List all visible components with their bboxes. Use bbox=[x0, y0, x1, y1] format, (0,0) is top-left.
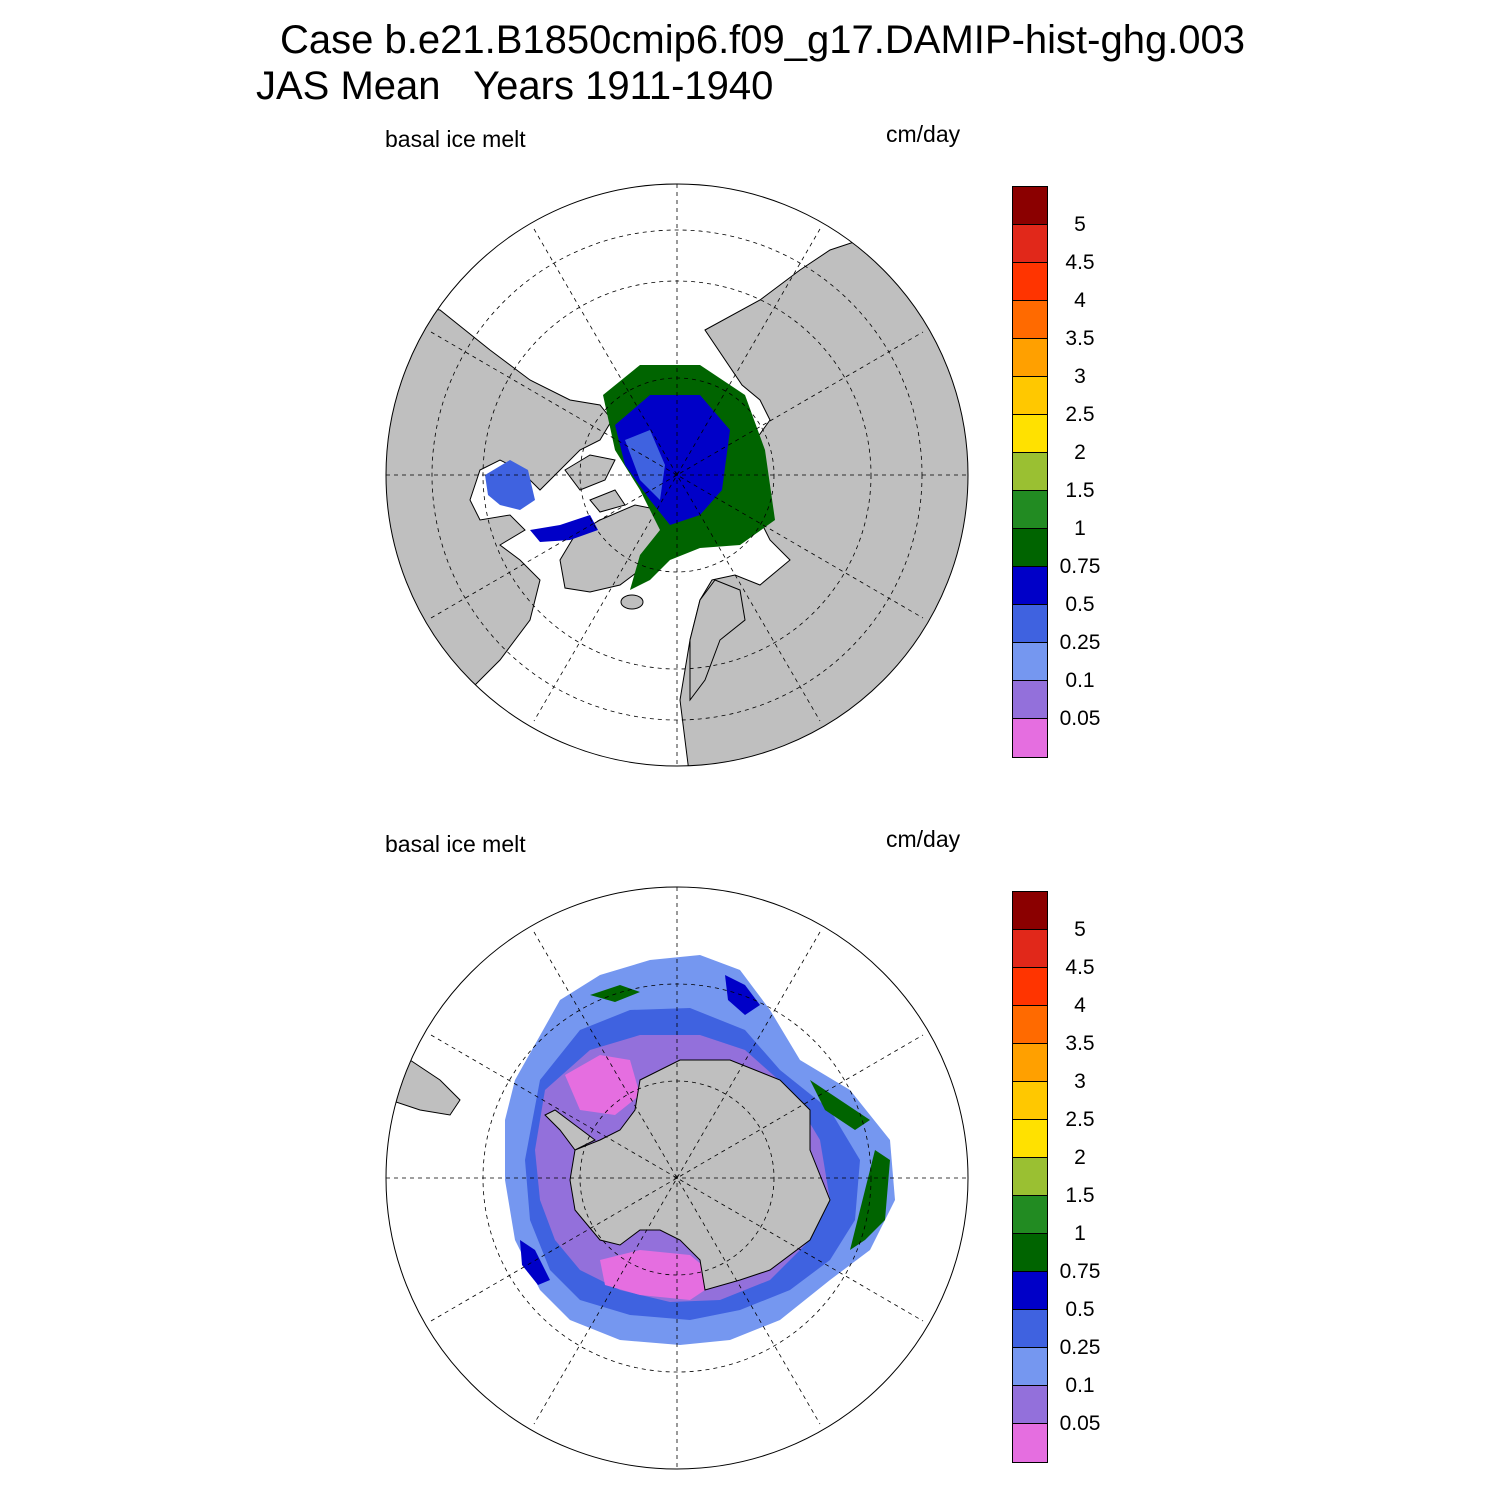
colorbar-tick-label: 1.5 bbox=[1065, 1184, 1095, 1207]
colorbar-tick-label: 2.5 bbox=[1065, 1108, 1095, 1131]
colorbar-bin bbox=[1013, 453, 1047, 491]
colorbar-tick-label: 0.75 bbox=[1059, 555, 1101, 578]
south-melt-dark-patch-2 bbox=[520, 1240, 550, 1285]
colorbar-bin bbox=[1013, 1006, 1047, 1044]
colorbar-tick-label: 2.5 bbox=[1065, 403, 1095, 426]
colorbar-tick-label: 1.5 bbox=[1065, 479, 1095, 502]
colorbar-bin bbox=[1013, 187, 1047, 225]
colorbar-bin bbox=[1013, 605, 1047, 643]
colorbar-bin bbox=[1013, 1082, 1047, 1120]
colorbar-tick-label: 3.5 bbox=[1065, 327, 1095, 350]
colorbar-tick-label: 0.05 bbox=[1059, 707, 1101, 730]
colorbar-bin bbox=[1013, 415, 1047, 453]
colorbar-bin bbox=[1013, 1272, 1047, 1310]
north-units-label: cm/day bbox=[886, 121, 961, 147]
south-colorbar bbox=[1012, 891, 1048, 1463]
colorbar-tick-label: 4.5 bbox=[1065, 956, 1095, 979]
colorbar-bin bbox=[1013, 377, 1047, 415]
colorbar-tick-label: 5 bbox=[1074, 918, 1086, 941]
baffin-bay-melt bbox=[530, 515, 598, 542]
colorbar-bin bbox=[1013, 892, 1047, 930]
colorbar-tick-label: 0.1 bbox=[1065, 669, 1095, 692]
colorbar-tick-label: 0.5 bbox=[1065, 593, 1095, 616]
colorbar-tick-label: 0.05 bbox=[1059, 1412, 1101, 1435]
colorbar-bin bbox=[1013, 1120, 1047, 1158]
colorbar-tick-label: 3 bbox=[1074, 365, 1086, 388]
colorbar-bin bbox=[1013, 643, 1047, 681]
colorbar-tick-label: 0.25 bbox=[1059, 631, 1101, 654]
colorbar-bin bbox=[1013, 567, 1047, 605]
colorbar-bin bbox=[1013, 1044, 1047, 1082]
north-colorbar bbox=[1012, 186, 1048, 758]
colorbar-tick-label: 0.75 bbox=[1059, 1260, 1101, 1283]
antarctic-peninsula bbox=[544, 1109, 596, 1151]
colorbar-bin bbox=[1013, 1234, 1047, 1272]
south-melt-green-patch-2 bbox=[810, 1080, 870, 1130]
weddell-sea-pink-patch bbox=[565, 1055, 640, 1115]
colorbar-bin bbox=[1013, 719, 1047, 757]
colorbar-tick-label: 0.1 bbox=[1065, 1374, 1095, 1397]
colorbar-bin bbox=[1013, 1386, 1047, 1424]
arctic-melt-light-patch bbox=[625, 430, 665, 500]
colorbar-bin bbox=[1013, 968, 1047, 1006]
hudson-bay-melt bbox=[485, 460, 535, 510]
colorbar-tick-label: 3.5 bbox=[1065, 1032, 1095, 1055]
colorbar-bin bbox=[1013, 529, 1047, 567]
colorbar-tick-label: 0.25 bbox=[1059, 1336, 1101, 1359]
iceland-landmass bbox=[620, 594, 644, 610]
south-melt-green-patch-1 bbox=[590, 985, 640, 1002]
scandinavia-landmass bbox=[689, 579, 746, 702]
colorbar-tick-label: 2 bbox=[1074, 441, 1086, 464]
colorbar-bin bbox=[1013, 491, 1047, 529]
colorbar-tick-label: 2 bbox=[1074, 1146, 1086, 1169]
colorbar-tick-label: 1 bbox=[1074, 1222, 1086, 1245]
colorbar-bin bbox=[1013, 681, 1047, 719]
colorbar-tick-label: 1 bbox=[1074, 517, 1086, 540]
colorbar-tick-label: 3 bbox=[1074, 1070, 1086, 1093]
south-variable-label: basal ice melt bbox=[385, 831, 526, 857]
north-variable-label: basal ice melt bbox=[385, 126, 526, 152]
north-america-landmass bbox=[386, 299, 613, 701]
colorbar-tick-label: 0.5 bbox=[1065, 1298, 1095, 1321]
figure-title: Case b.e21.B1850cmip6.f09_g17.DAMIP-hist… bbox=[280, 18, 1246, 62]
south-melt-dark-patch-1 bbox=[725, 975, 760, 1015]
colorbar-bin bbox=[1013, 1348, 1047, 1386]
colorbar-bin bbox=[1013, 301, 1047, 339]
arctic-melt-blue-core bbox=[615, 395, 730, 525]
colorbar-tick-label: 4.5 bbox=[1065, 251, 1095, 274]
colorbar-bin bbox=[1013, 1158, 1047, 1196]
colorbar-bin bbox=[1013, 1196, 1047, 1234]
colorbar-tick-label: 4 bbox=[1074, 289, 1086, 312]
colorbar-bin bbox=[1013, 930, 1047, 968]
colorbar-bin bbox=[1013, 1310, 1047, 1348]
south-units-label: cm/day bbox=[886, 826, 961, 852]
south-melt-green-patch-3 bbox=[850, 1150, 890, 1250]
colorbar-bin bbox=[1013, 1424, 1047, 1462]
colorbar-bin bbox=[1013, 225, 1047, 263]
colorbar-tick-label: 4 bbox=[1074, 994, 1086, 1017]
colorbar-tick-label: 5 bbox=[1074, 213, 1086, 236]
colorbar-bin bbox=[1013, 339, 1047, 377]
figure-subtitle: JAS Mean Years 1911-1940 bbox=[256, 64, 774, 108]
colorbar-bin bbox=[1013, 263, 1047, 301]
